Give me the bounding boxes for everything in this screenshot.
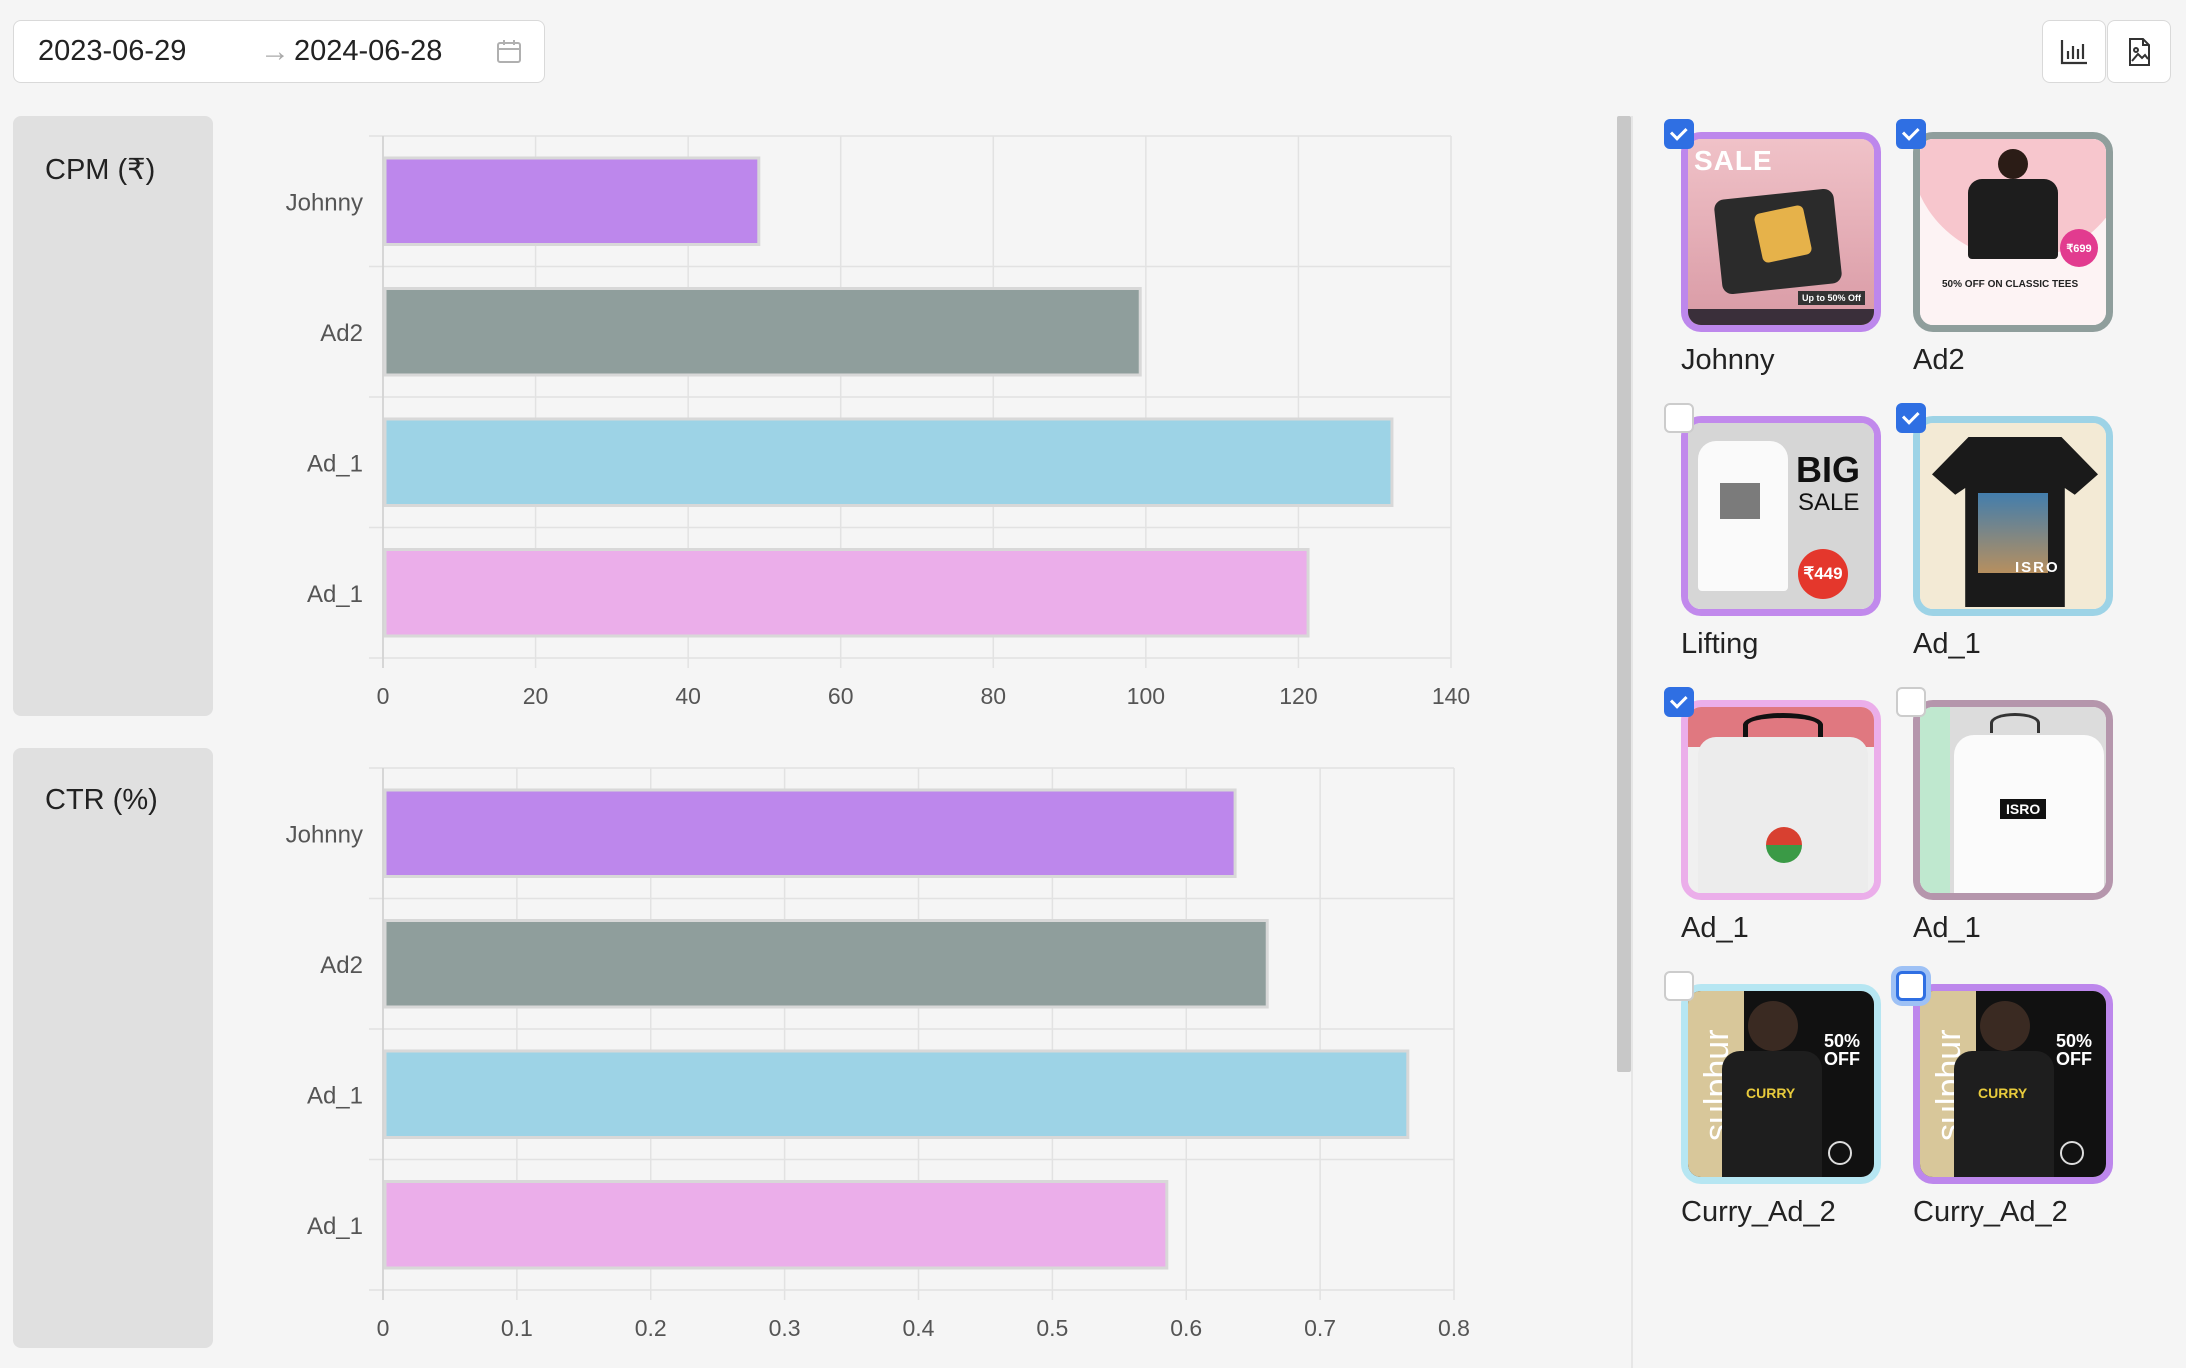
ad-thumbnail[interactable]: sulphur CURRY 50% OFF <box>1681 984 1881 1184</box>
y-tick-label: Johnny <box>286 821 363 848</box>
thumb-text: ₹449 <box>1798 549 1848 599</box>
ad-thumbnail[interactable]: ISRO <box>1913 700 2113 900</box>
x-tick-label: 0.7 <box>1304 1315 1336 1341</box>
bar[interactable] <box>383 548 1310 638</box>
ad-name: Lifting <box>1681 628 1759 660</box>
y-tick-label: Ad_1 <box>307 450 363 477</box>
ad-name: Curry_Ad_2 <box>1913 1196 2068 1228</box>
chart-scrollbar[interactable] <box>1617 116 1631 1072</box>
ad-name: Ad_1 <box>1913 628 1981 660</box>
ad-select-checkbox[interactable] <box>1664 971 1694 1001</box>
x-tick-label: 0.3 <box>769 1315 801 1341</box>
thumb-text: CURRY <box>1978 1085 2028 1101</box>
y-tick-label: Johnny <box>286 189 363 216</box>
bar[interactable] <box>383 287 1142 377</box>
x-tick-label: 0 <box>377 683 390 709</box>
ctr-panel: CTR (%) <box>13 748 213 1348</box>
thumb-text: OFF <box>2056 1049 2092 1069</box>
x-tick-label: 0 <box>377 1315 390 1341</box>
x-tick-label: 0.4 <box>903 1315 935 1341</box>
ad-select-checkbox[interactable] <box>1664 403 1694 433</box>
bar[interactable] <box>383 417 1394 507</box>
x-tick-label: 0.2 <box>635 1315 667 1341</box>
file-image-icon <box>2129 37 2150 66</box>
start-date[interactable]: 2023-06-29 <box>38 35 187 67</box>
chart-view-button[interactable] <box>2042 20 2106 83</box>
ad-select-checkbox[interactable] <box>1896 403 1926 433</box>
ad-thumbnail[interactable]: ISRO <box>1913 416 2113 616</box>
ad-name: Curry_Ad_2 <box>1681 1196 1836 1228</box>
y-tick-label: Ad_1 <box>307 1082 363 1109</box>
ad-name: Johnny <box>1681 344 1775 376</box>
x-tick-label: 0.8 <box>1438 1315 1470 1341</box>
y-tick-label: Ad_1 <box>307 1213 363 1240</box>
ad-select-checkbox[interactable] <box>1896 687 1926 717</box>
cpm-label: CPM (₹) <box>45 154 156 186</box>
x-tick-label: 100 <box>1127 683 1165 709</box>
bar[interactable] <box>383 156 761 246</box>
bar[interactable] <box>383 788 1237 878</box>
ad-thumbnail[interactable]: ₹699 50% OFF ON CLASSIC TEES <box>1913 132 2113 332</box>
end-date[interactable]: 2024-06-28 <box>294 35 443 67</box>
x-tick-label: 0.1 <box>501 1315 533 1341</box>
cpm-panel: CPM (₹) <box>13 116 213 716</box>
bar[interactable] <box>383 1049 1410 1139</box>
thumb-text: Up to 50% Off <box>1798 291 1866 305</box>
thumb-text: SALE <box>1798 489 1860 516</box>
ad-thumbnail[interactable] <box>1681 700 1881 900</box>
x-tick-label: 0.6 <box>1170 1315 1202 1341</box>
y-tick-label: Ad2 <box>320 320 363 347</box>
x-tick-label: 40 <box>675 683 701 709</box>
thumb-text: OFF <box>1824 1049 1860 1069</box>
ad-thumbnail[interactable]: sulphur CURRY 50% OFF <box>1913 984 2113 1184</box>
ad-select-checkbox[interactable] <box>1664 687 1694 717</box>
calendar-icon[interactable] <box>496 39 522 65</box>
thumb-text: 50% <box>2056 1031 2093 1051</box>
ad-select-checkbox[interactable] <box>1896 119 1926 149</box>
y-tick-label: Ad_1 <box>307 581 363 608</box>
export-image-button[interactable] <box>2107 20 2171 83</box>
x-tick-label: 140 <box>1432 683 1470 709</box>
thumb-text: 50% <box>1824 1031 1861 1051</box>
x-tick-label: 80 <box>980 683 1006 709</box>
thumb-text: ISRO <box>2015 559 2060 576</box>
thumb-text: ISRO <box>2000 799 2047 819</box>
bar-chart-icon <box>2060 39 2087 64</box>
thumb-text: CURRY <box>1746 1085 1796 1101</box>
divider <box>1631 116 1633 1368</box>
ad-thumbnail[interactable]: BIG SALE ₹449 <box>1681 416 1881 616</box>
bar[interactable] <box>383 1180 1169 1270</box>
y-tick-label: Ad2 <box>320 952 363 979</box>
thumb-text: BIG <box>1796 449 1861 490</box>
x-tick-label: 0.5 <box>1036 1315 1068 1341</box>
ad-select-checkbox[interactable] <box>1664 119 1694 149</box>
ad-name: Ad2 <box>1913 344 1965 376</box>
ad-thumbnail[interactable]: SALE Up to 50% Off <box>1681 132 1881 332</box>
ctr-label: CTR (%) <box>45 784 158 816</box>
range-arrow-icon: → <box>260 35 290 68</box>
x-tick-label: 20 <box>523 683 549 709</box>
x-tick-label: 120 <box>1279 683 1317 709</box>
date-range-picker[interactable]: 2023-06-29 → 2024-06-28 <box>13 20 545 83</box>
ctr-bar-chart: 0 0.1 0.2 0.3 0.4 0.5 0.6 0.7 0.8 Johnny Ad2 Ad_1 Ad… <box>286 767 1470 1341</box>
bar[interactable] <box>383 919 1269 1009</box>
thumb-text: ₹699 <box>2060 229 2098 267</box>
ad-select-checkbox[interactable] <box>1896 971 1926 1001</box>
ad-name: Ad_1 <box>1681 912 1749 944</box>
x-tick-label: 60 <box>828 683 854 709</box>
ad-name: Ad_1 <box>1913 912 1981 944</box>
cpm-bar-chart: 0 20 40 60 80 100 120 140 Johnny Ad2 Ad_1 Ad_1 <box>286 135 1470 709</box>
thumb-text: 50% OFF ON CLASSIC TEES <box>1942 279 2079 290</box>
thumb-text: SALE <box>1694 145 1773 176</box>
